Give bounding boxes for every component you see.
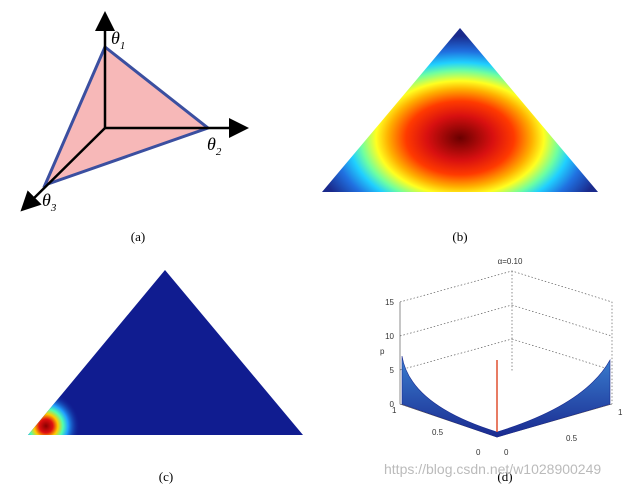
simplex [42,44,212,188]
title: α=0.10 [498,257,523,266]
caption: (a) [131,229,145,244]
caption: (d) [497,469,512,484]
tick-label: 15 [385,298,394,307]
grid-line [399,304,513,337]
panel-b: (b) [322,28,598,244]
panel-d: α=0.10 p 0 5 10 15 1 0.5 0 0 0.5 1 (d) [380,257,623,484]
box [399,270,613,404]
tick-label: 0 [504,448,509,457]
watermark: https://blog.csdn.net/w1028900249 [384,461,601,477]
tick-label: 0.5 [566,434,578,443]
tick-label: 0.5 [432,428,444,437]
tick-label: 5 [390,366,395,375]
box [399,302,613,438]
tick-label: 0 [476,448,481,457]
tick-label: 10 [385,332,394,341]
axis-label: p [380,347,385,356]
label: θ3 [42,190,57,214]
label: θ1 [111,28,125,52]
axis [20,127,106,212]
tick-label: 1 [618,408,623,417]
caption: (c) [159,469,173,484]
tick-label: 1 [392,406,397,415]
density [322,28,598,192]
grid-line [399,338,513,371]
surface [401,355,611,438]
panel-a: θ1 θ2 θ3 (a) [20,11,249,244]
density-peak [28,380,110,435]
tick-label: 0 [390,400,395,409]
grid-line [511,304,613,337]
grid-line [511,338,613,371]
label: θ2 [207,134,222,158]
caption: (b) [452,229,467,244]
panel-c: (c) [28,270,303,484]
